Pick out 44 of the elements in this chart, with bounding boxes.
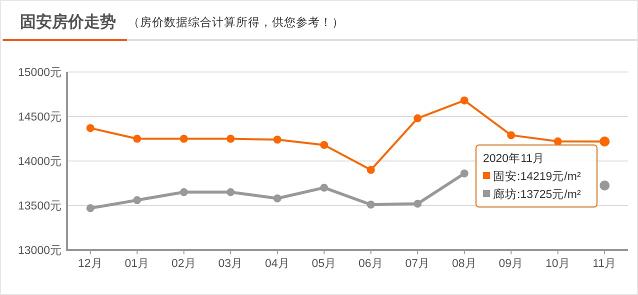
annotation: 2020年11月 (483, 152, 545, 165)
point (86, 124, 94, 132)
point (133, 196, 142, 204)
point (180, 188, 188, 196)
y-tick-label: 14500元 (18, 110, 62, 124)
data-label: :14219元/m² (517, 170, 581, 183)
point (86, 204, 94, 212)
point (320, 184, 328, 192)
point (460, 169, 468, 178)
x-tick-label: 03月 (218, 257, 244, 270)
y-tick-label: 14000元 (18, 155, 62, 168)
y-tick-label: 15000元 (18, 66, 62, 79)
point (226, 188, 235, 196)
x-tick-label: 01月 (124, 257, 150, 270)
point (414, 200, 422, 208)
point (366, 166, 375, 174)
point (133, 134, 142, 143)
point (226, 134, 235, 143)
data-label: :13725元/m² (517, 188, 581, 201)
legend-label: 廊坊 (493, 187, 517, 201)
x-tick-label: 06月 (358, 257, 384, 270)
point (273, 194, 282, 202)
x-tick-label: 02月 (171, 257, 196, 270)
x-tick-label: 04月 (264, 257, 290, 270)
y-tick-label: 13000元 (18, 244, 62, 257)
y-tick-label: 13500元 (18, 200, 62, 212)
x-tick-label: 10月 (545, 257, 570, 270)
point (554, 137, 562, 146)
chart-subtitle: （房价数据综合计算所得，供您参考！） (128, 15, 344, 29)
point (460, 96, 468, 104)
x-tick-label: 07月 (405, 257, 430, 270)
x-tick-label: 12月 (78, 257, 103, 270)
point (320, 140, 328, 149)
point (366, 200, 375, 209)
legend-label: 固安 (493, 169, 517, 183)
x-tick-label: 11月 (592, 257, 617, 270)
point (414, 114, 422, 122)
chart-title: 固安房价走势 (20, 12, 116, 31)
point (180, 134, 188, 143)
point (273, 136, 282, 144)
x-tick-label: 09月 (498, 257, 524, 270)
point (507, 131, 516, 140)
x-tick-label: 05月 (312, 257, 337, 270)
x-tick-label: 08月 (452, 257, 477, 270)
